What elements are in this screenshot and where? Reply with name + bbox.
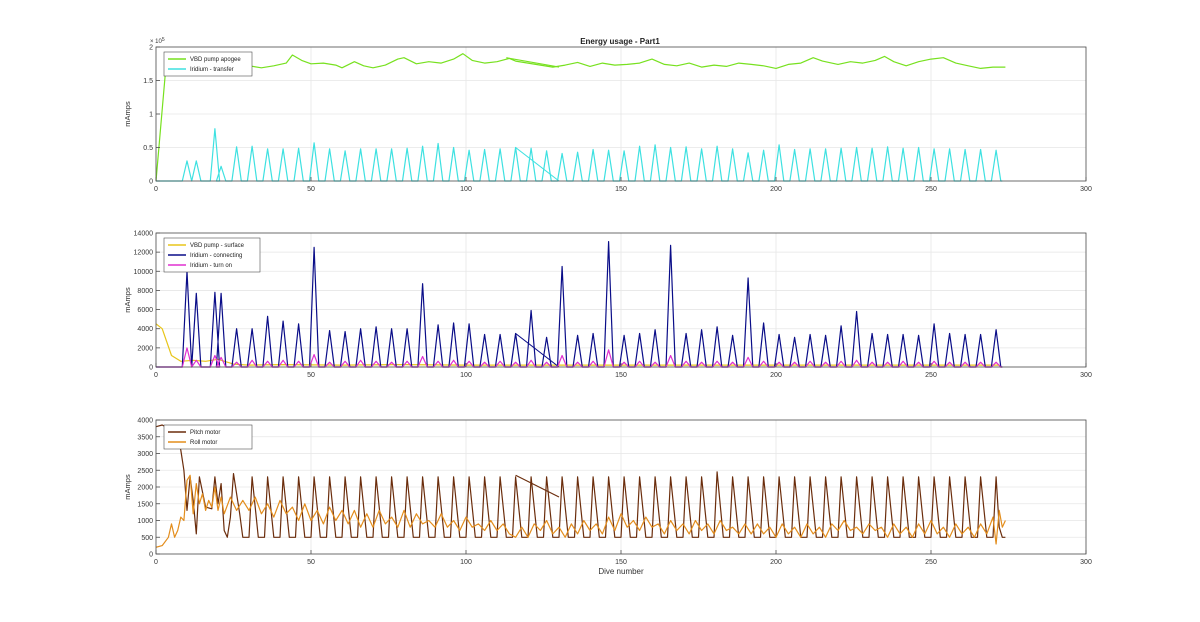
legend-entry: VBD pump apogee [190, 57, 241, 63]
legend-box [163, 424, 253, 450]
subplot-2: 0 50 100 150 200 250 300 0 2000 4000 6000 8000 10000… [123, 231, 1092, 380]
x-tick-label: 0 [154, 372, 158, 379]
legend-entry: Iridium - turn on [190, 263, 232, 269]
y-tick-label: 0 [149, 179, 153, 186]
series-group [156, 424, 1006, 548]
x-tick-label: 250 [925, 186, 937, 193]
x-tick-label: 300 [1080, 559, 1092, 566]
x-tick-label: 0 [154, 559, 158, 566]
y-tick-label: 2000 [137, 485, 153, 492]
legend-entry: Roll motor [190, 440, 217, 446]
y-tick-label: 10000 [134, 269, 154, 276]
x-tick-label: 100 [460, 559, 472, 566]
y-tick-label: 14000 [134, 231, 154, 238]
y-tick-label: 3500 [137, 434, 153, 441]
y-tick-label: 8000 [137, 288, 153, 295]
y-tick-label: 6000 [137, 307, 153, 314]
x-tick-label: 150 [615, 559, 627, 566]
x-tick-label: 100 [460, 186, 472, 193]
subplot-1: 0 50 100 150 200 250 300 0 0.5 1 1.5 2× 105 mAmps VBD… [123, 37, 1092, 193]
y-tick-label: 1 [149, 112, 153, 119]
x-tick-label: 50 [307, 372, 315, 379]
y-tick-label: 2000 [137, 345, 153, 352]
y-tick-label: 0 [149, 552, 153, 559]
x-tick-label: 150 [615, 186, 627, 193]
x-tick-label: 300 [1080, 186, 1092, 193]
y-exponent-label: × 105 [150, 37, 165, 45]
x-tick-label: 200 [770, 372, 782, 379]
x-tick-label: 250 [925, 372, 937, 379]
x-tick-label: 50 [307, 186, 315, 193]
y-tick-label: 3000 [137, 451, 153, 458]
y-axis-label: mAmps [123, 287, 132, 313]
y-tick-label: 0 [149, 365, 153, 372]
y-tick-label: 4000 [137, 326, 153, 333]
figure-title: Energy usage - Part1 [580, 37, 660, 46]
y-axis-label: mAmps [123, 101, 132, 127]
x-tick-label: 300 [1080, 372, 1092, 379]
legend-entry: Iridium - connecting [190, 253, 242, 259]
y-tick-label: 4000 [137, 418, 153, 425]
x-tick-label: 150 [615, 372, 627, 379]
legend-entry: Iridium - transfer [190, 67, 234, 73]
y-tick-label: 1500 [137, 501, 153, 508]
series-line-2 [156, 474, 1006, 548]
y-tick-label: 1.5 [143, 78, 153, 85]
series-segment [515, 147, 560, 182]
y-tick-label: 12000 [134, 250, 154, 257]
y-tick-label: 500 [141, 535, 153, 542]
y-tick-label: 0.5 [143, 145, 153, 152]
x-tick-label: 100 [460, 372, 472, 379]
x-tick-label: 0 [154, 186, 158, 193]
y-axis-label: mAmps [123, 474, 132, 500]
y-tick-label: 1000 [137, 518, 153, 525]
y-tick-label: 2 [149, 45, 153, 52]
subplot-3: 0 50 100 150 200 250 3000500100015002000250030… [123, 418, 1092, 567]
legend-box [163, 51, 253, 77]
x-tick-label: 200 [770, 559, 782, 566]
series-segment [506, 57, 560, 68]
x-tick-label: 200 [770, 186, 782, 193]
legend-entry: Pitch motor [190, 430, 220, 436]
series-line-1 [156, 53, 1006, 182]
legend-entry: VBD pump - surface [190, 243, 245, 249]
x-tick-label: 250 [925, 559, 937, 566]
y-tick-label: 2500 [137, 468, 153, 475]
series-segment [515, 333, 560, 368]
x-tick-label: 50 [307, 559, 315, 566]
series-segment [515, 474, 560, 498]
series-line-1 [156, 424, 1006, 538]
x-axis-label: Dive number [598, 567, 644, 576]
